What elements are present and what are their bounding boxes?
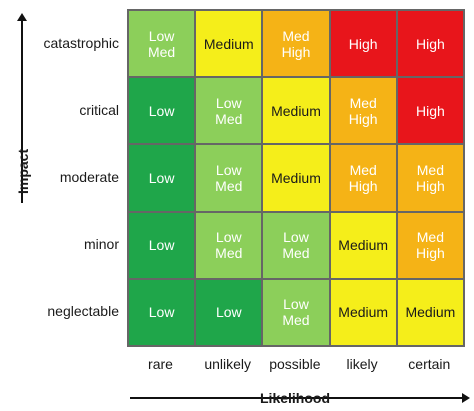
impact-level-label: critical <box>79 101 119 118</box>
risk-cell: Low Med <box>195 211 263 279</box>
risk-cell: Medium <box>396 278 464 346</box>
risk-matrix: Low Med Medium Med High High High Low Low Med M… <box>127 9 465 347</box>
risk-cell: Medium <box>262 77 330 145</box>
risk-cell: Low Med <box>195 144 263 212</box>
risk-cell: Low Med <box>262 278 330 346</box>
risk-cell: Med High <box>262 10 330 78</box>
impact-level-label: moderate <box>59 169 119 185</box>
risk-cell: Low Med <box>195 77 263 145</box>
impact-level-label: minor <box>83 236 119 253</box>
risk-cell: Medium <box>195 10 263 78</box>
likelihood-level-label: certain <box>408 356 451 372</box>
risk-cell: Med High <box>396 144 464 212</box>
risk-cell: Med High <box>329 77 397 145</box>
risk-cell: Med High <box>329 144 397 212</box>
impact-level-label: catastrophic <box>43 34 119 51</box>
risk-cell: High <box>329 10 397 78</box>
risk-cell: Medium <box>329 211 397 279</box>
risk-cell: Medium <box>329 278 397 346</box>
risk-cell: Medium <box>262 144 330 212</box>
risk-cell: High <box>396 77 464 145</box>
likelihood-level-label: rare <box>148 356 173 372</box>
likelihood-axis-arrow <box>130 393 470 403</box>
likelihood-axis-title: Likelihood <box>260 390 330 406</box>
risk-cell: Low Med <box>262 211 330 279</box>
risk-cell: High <box>396 10 464 78</box>
risk-cell: Low <box>195 278 263 346</box>
likelihood-level-label: possible <box>269 356 321 372</box>
likelihood-level-label: likely <box>346 356 378 372</box>
risk-cell: Med High <box>396 211 464 279</box>
risk-cell: Low Med <box>128 10 196 78</box>
risk-cell: Low <box>128 211 196 279</box>
risk-cell: Low <box>128 144 196 212</box>
likelihood-level-label: unlikely <box>204 356 252 372</box>
risk-cell: Low <box>128 77 196 145</box>
impact-level-label: neglectable <box>47 303 119 320</box>
impact-axis-arrow <box>17 13 27 203</box>
impact-axis-title: Impact <box>15 148 31 194</box>
risk-cell: Low <box>128 278 196 346</box>
